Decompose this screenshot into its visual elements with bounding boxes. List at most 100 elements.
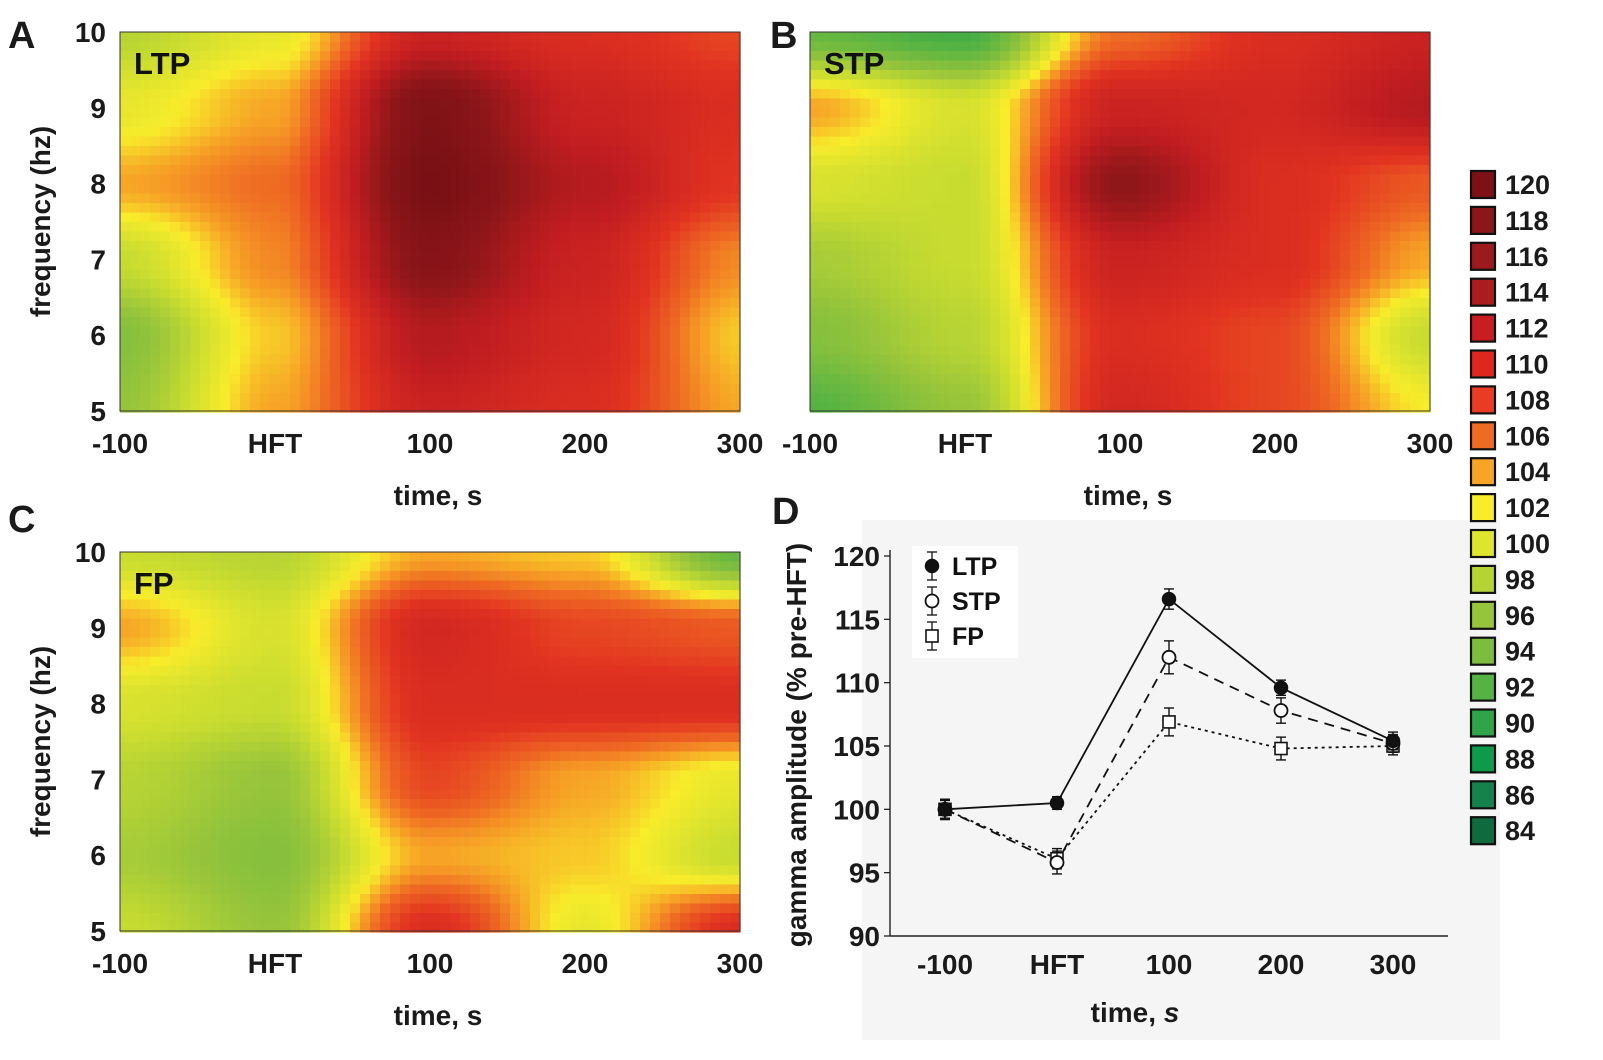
heatmap-cell: [390, 117, 401, 128]
heatmap-cell: [1350, 98, 1361, 109]
heatmap-cell: [660, 79, 671, 90]
heatmap-cell: [810, 184, 821, 195]
heatmap-cell: [430, 307, 441, 318]
heatmap-cell: [610, 383, 621, 394]
heatmap-cell: [1160, 51, 1171, 62]
heatmap-cell: [460, 51, 471, 62]
heatmap-cell: [660, 260, 671, 271]
heatmap-cell: [290, 174, 301, 185]
heatmap-cell: [1250, 336, 1261, 347]
heatmap-cell: [1370, 212, 1381, 223]
heatmap-cell: [460, 383, 471, 394]
heatmap-cell: [220, 317, 231, 328]
heatmap-cell: [1270, 374, 1281, 385]
heatmap-cell: [860, 374, 871, 385]
heatmap-cell: [980, 279, 991, 290]
heatmap-cell: [1010, 307, 1021, 318]
heatmap-cell: [540, 127, 551, 138]
heatmap-cell: [210, 250, 221, 261]
heatmap-cell: [1260, 298, 1271, 309]
heatmap-cell: [1040, 374, 1051, 385]
heatmap-cell: [120, 70, 131, 81]
heatmap-cell: [640, 146, 651, 157]
heatmap-cell: [1150, 307, 1161, 318]
heatmap-cell: [1340, 98, 1351, 109]
heatmap-cell: [1390, 127, 1401, 138]
heatmap-cell: [960, 146, 971, 157]
heatmap-cell: [210, 269, 221, 280]
heatmap-cell: [1040, 136, 1051, 147]
heatmap-cell: [1190, 203, 1201, 214]
heatmap-cell: [460, 393, 471, 404]
heatmap-cell: [180, 317, 191, 328]
heatmap-cell: [230, 193, 241, 204]
heatmap-cell: [690, 136, 701, 147]
heatmap-cell: [170, 298, 181, 309]
heatmap-cell: [1190, 288, 1201, 299]
heatmap-cell: [1410, 165, 1421, 176]
heatmap-cell: [1220, 355, 1231, 366]
heatmap-cell: [600, 146, 611, 157]
heatmap-cell: [860, 279, 871, 290]
heatmap-cell: [1110, 393, 1121, 404]
heatmap-cell: [1030, 165, 1041, 176]
heatmap-cell: [1130, 222, 1141, 233]
heatmap-cell: [880, 41, 891, 52]
heatmap-cell: [860, 146, 871, 157]
heatmap-cell: [170, 136, 181, 147]
heatmap-cell: [380, 70, 391, 81]
heatmap-cell: [940, 98, 951, 109]
heatmap-cell: [830, 336, 841, 347]
heatmap-cell: [910, 32, 921, 43]
heatmap-cell: [530, 364, 541, 375]
heatmap-cell: [580, 250, 591, 261]
heatmap-cell: [280, 241, 291, 252]
heatmap-cell: [590, 79, 601, 90]
heatmap-cell: [880, 203, 891, 214]
heatmap-cell: [1270, 279, 1281, 290]
heatmap-cell: [430, 60, 441, 71]
heatmap-cell: [1300, 41, 1311, 52]
heatmap-cell: [1030, 250, 1041, 261]
heatmap-cell: [490, 108, 501, 119]
heatmap-cell: [1050, 146, 1061, 157]
heatmap-cell: [680, 250, 691, 261]
heatmap-cell: [1190, 136, 1201, 147]
heatmap-cell: [860, 70, 871, 81]
heatmap-cell: [1370, 155, 1381, 166]
heatmap-cell: [990, 203, 1001, 214]
heatmap-cell: [150, 32, 161, 43]
heatmap-cell: [1350, 212, 1361, 223]
heatmap-cell: [1020, 117, 1031, 128]
heatmap-cell: [290, 383, 301, 394]
heatmap-cell: [1060, 307, 1071, 318]
heatmap-cell: [1290, 41, 1301, 52]
heatmap-cell: [1070, 212, 1081, 223]
heatmap-cell: [1180, 241, 1191, 252]
heatmap-cell: [470, 336, 481, 347]
heatmap-cell: [330, 108, 341, 119]
heatmap-cell: [1420, 98, 1431, 109]
heatmap-cell: [820, 60, 831, 71]
heatmap-cell: [1050, 364, 1061, 375]
heatmap-cell: [320, 222, 331, 233]
heatmap-cell: [160, 136, 171, 147]
heatmap-cell: [160, 222, 171, 233]
heatmap-cell: [970, 108, 981, 119]
heatmap-cell: [640, 231, 651, 242]
heatmap-cell: [1290, 402, 1301, 413]
heatmap-cell: [950, 364, 961, 375]
heatmap-cell: [980, 70, 991, 81]
heatmap-cell: [1210, 79, 1221, 90]
heatmap-cell: [1080, 117, 1091, 128]
heatmap-cell: [1150, 374, 1161, 385]
heatmap-cell: [490, 279, 501, 290]
heatmap-cell: [170, 231, 181, 242]
heatmap-cell: [1140, 364, 1151, 375]
heatmap-cell: [1070, 51, 1081, 62]
heatmap-cell: [600, 60, 611, 71]
heatmap-cell: [580, 269, 591, 280]
heatmap-cell: [150, 212, 161, 223]
heatmap-cell: [1210, 32, 1221, 43]
heatmap-cell: [820, 212, 831, 223]
